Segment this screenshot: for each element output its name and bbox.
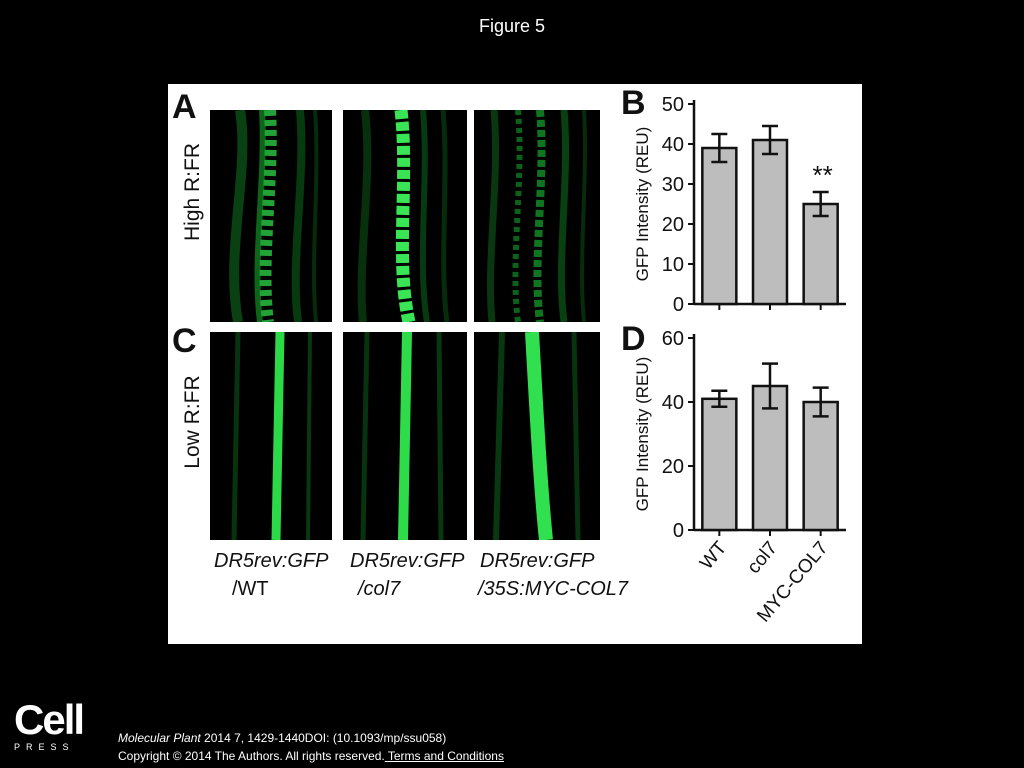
bar-col7 [751, 384, 789, 532]
journal-name: Molecular Plant [118, 731, 201, 745]
panel-label-c: C [172, 322, 197, 360]
bar-myc-col7 [802, 400, 839, 532]
y-tick-label: 40 [662, 392, 684, 414]
bar-col7 [751, 138, 789, 306]
bar-wt [701, 397, 738, 532]
citation: Molecular Plant 2014 7, 1429-1440DOI: (1… [118, 731, 446, 745]
caption-wt-line1: DR5rev:GFP [214, 550, 329, 572]
y-tick-label: 20 [662, 214, 684, 236]
panel-label-b: B [621, 84, 646, 122]
caption-col7-line1: DR5rev:GFP [350, 550, 465, 572]
figure-panel: A B C D High R:FR Low R:FR [168, 84, 862, 644]
panel-label-d: D [621, 320, 646, 358]
micrograph-high-wt [210, 110, 332, 322]
panel-label-a: A [172, 88, 197, 126]
bar-chart-b: GFP Intensity (REU) 0 10 20 30 40 50 ** [633, 94, 846, 316]
y-tick-label: 0 [673, 294, 684, 316]
copyright: Copyright © 2014 The Authors. All rights… [118, 749, 504, 763]
copyright-text: Copyright © 2014 The Authors. All rights… [118, 749, 385, 763]
x-tick-label: col7 [743, 538, 781, 578]
significance-annotation: ** [813, 160, 833, 190]
logo-wordmark: Cell [14, 696, 85, 743]
y-tick-label: 40 [662, 134, 684, 156]
terms-link[interactable]: Terms and Conditions [384, 749, 504, 763]
y-axis-label: GFP Intensity (REU) [633, 357, 652, 512]
micrograph-low-myc-col7 [474, 332, 600, 540]
micrograph-high-col7 [343, 110, 467, 322]
caption-myc-line1: DR5rev:GFP [480, 550, 595, 572]
cell-press-logo: Cell PRESS [14, 696, 85, 753]
caption-wt-line2: /WT [232, 578, 269, 600]
figure-title: Figure 5 [478, 16, 546, 36]
caption-col7-line2: /col7 [358, 578, 401, 600]
y-tick-label: 0 [673, 520, 684, 542]
y-tick-label: 50 [662, 94, 684, 116]
y-tick-label: 60 [662, 328, 684, 350]
bar-wt [701, 146, 738, 306]
y-tick-label: 10 [662, 254, 684, 276]
row-label-high: High R:FR [181, 142, 204, 242]
caption-myc-line2: /35S:MYC-COL7 [478, 578, 629, 600]
bar-myc-col7 [802, 202, 839, 306]
x-tick-label: WT [696, 537, 731, 573]
micrograph-low-wt [210, 332, 332, 540]
y-tick-label: 30 [662, 174, 684, 196]
row-label-low: Low R:FR [181, 375, 204, 469]
y-axis-label: GFP Intensity (REU) [633, 127, 652, 282]
logo-press: PRESS [14, 742, 75, 752]
citation-details: 2014 7, 1429-1440DOI: (10.1093/mp/ssu058… [200, 731, 447, 745]
y-tick-label: 20 [662, 456, 684, 478]
micrograph-low-col7 [343, 332, 467, 540]
micrograph-high-myc-col7 [474, 110, 600, 322]
